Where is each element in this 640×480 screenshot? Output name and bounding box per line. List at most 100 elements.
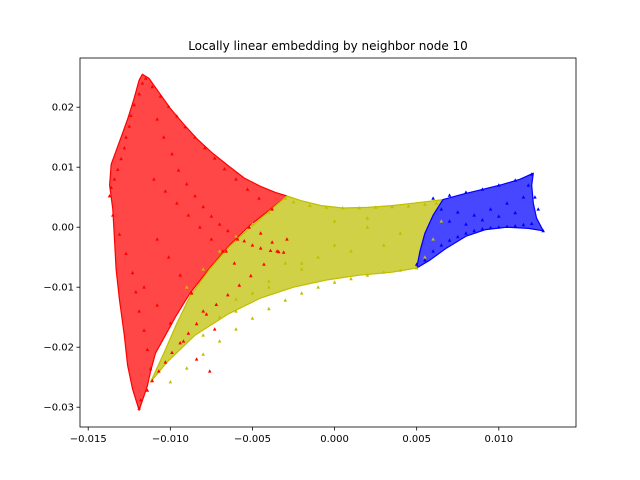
scatter-point-1-42 (217, 315, 222, 319)
scatter-point-0-21 (234, 177, 238, 181)
scatter-point-2-14 (529, 221, 534, 225)
scatter-point-0-80 (270, 240, 274, 244)
scatter-point-2-0 (414, 262, 419, 266)
scatter-point-0-40 (115, 167, 120, 171)
scatter-point-1-20 (423, 202, 427, 206)
scatter-point-1-39 (332, 243, 337, 247)
scatter-point-1-36 (234, 297, 238, 301)
scatter-point-0-45 (117, 232, 122, 236)
scatter-point-2-13 (521, 222, 526, 227)
scatter-point-0-47 (130, 270, 135, 275)
scatter-point-0-35 (129, 113, 133, 117)
scatter-point-0-92 (181, 339, 186, 343)
scatter-point-1-49 (234, 309, 238, 313)
scatter-point-0-85 (198, 225, 202, 229)
scatter-point-1-8 (299, 291, 304, 295)
scatter-point-1-27 (308, 203, 312, 207)
x-tick-label: −0.010 (152, 434, 189, 445)
scatter-point-1-11 (349, 276, 353, 281)
scatter-point-0-32 (140, 81, 145, 85)
scatter-point-0-1 (138, 398, 143, 402)
scatter-point-0-36 (127, 124, 132, 128)
scatter-point-0-78 (247, 225, 251, 229)
scatter-point-1-18 (439, 219, 444, 223)
chart-title: Locally linear embedding by neighbor nod… (188, 39, 468, 53)
scatter-point-0-2 (145, 388, 150, 392)
y-tick-label: 0.00 (52, 223, 74, 234)
x-tick-label: 0.000 (320, 434, 349, 445)
scatter-point-0-42 (109, 185, 114, 189)
axes-frame (79, 57, 577, 428)
x-tick-label: −0.015 (70, 434, 107, 445)
scatter-point-0-55 (170, 152, 174, 156)
scatter-point-2-26 (455, 210, 460, 214)
scatter-point-1-1 (184, 366, 189, 370)
scatter-point-2-22 (464, 190, 468, 194)
scatter-point-0-73 (189, 291, 194, 295)
scatter-point-0-88 (232, 261, 237, 265)
scatter-point-0-76 (224, 249, 228, 253)
scatter-point-0-26 (183, 125, 187, 129)
scatter-point-2-25 (439, 207, 444, 211)
scatter-point-0-6 (170, 350, 174, 354)
scatter-point-2-24 (431, 196, 435, 200)
scatter-point-1-31 (250, 222, 255, 226)
scatter-point-0-39 (119, 156, 123, 161)
scatter-point-1-14 (398, 268, 403, 272)
y-tick-label: −0.01 (43, 283, 74, 294)
scatter-point-1-44 (283, 261, 288, 265)
scatter-point-2-16 (536, 207, 541, 211)
scatter-point-1-0 (168, 380, 173, 384)
scatter-point-2-4 (447, 238, 452, 242)
scatter-point-0-10 (204, 312, 209, 316)
scatter-point-1-48 (201, 333, 205, 337)
scatter-point-0-84 (186, 213, 191, 217)
scatter-point-1-46 (349, 249, 353, 253)
scatter-point-0-57 (184, 182, 189, 186)
scatter-point-2-15 (533, 195, 537, 199)
scatter-point-0-18 (270, 207, 274, 211)
scatter-point-0-53 (155, 117, 159, 121)
scatter-point-2-19 (513, 178, 518, 182)
scatter-point-1-40 (365, 225, 370, 229)
scatter-point-0-50 (142, 328, 146, 332)
scatter-point-0-12 (226, 293, 230, 297)
scatter-point-2-28 (488, 207, 493, 211)
scatter-point-0-64 (242, 239, 247, 243)
scatter-point-1-26 (324, 205, 329, 209)
scatter-point-1-3 (217, 339, 222, 343)
scatter-point-2-34 (497, 214, 501, 218)
y-axis: −0.03 −0.02 −0.01 0.00 0.01 0.02 (43, 103, 80, 414)
scatter-point-1-34 (201, 267, 205, 271)
scatter-point-0-31 (143, 76, 148, 80)
scatter-point-1-53 (365, 216, 370, 220)
scatter-point-1-28 (291, 200, 296, 204)
scatter-point-1-4 (234, 327, 238, 331)
scatter-point-2-1 (423, 258, 427, 262)
scatter-point-0-14 (249, 273, 253, 278)
scatter-point-1-43 (250, 291, 255, 295)
scatter-point-1-35 (184, 285, 189, 289)
scatter-point-0-46 (124, 251, 128, 255)
scatter-point-0-93 (194, 357, 199, 361)
scatter-point-0-59 (201, 204, 205, 209)
scatter-point-1-30 (267, 210, 271, 214)
scatter-point-0-86 (209, 237, 214, 241)
scatter-point-0-44 (111, 213, 115, 217)
scatter-point-1-51 (299, 267, 304, 271)
scatter-point-0-7 (178, 341, 182, 345)
scatter-point-0-82 (163, 189, 168, 193)
scatter-point-0-25 (193, 135, 197, 139)
scatter-point-2-2 (431, 249, 435, 253)
scatter-point-1-21 (406, 204, 411, 208)
scatter-point-1-12 (365, 273, 370, 277)
scatter-point-2-17 (541, 228, 545, 233)
scatter-point-1-32 (234, 234, 238, 238)
scatter-point-0-22 (222, 167, 227, 171)
point-cloud-region-1 (150, 195, 444, 383)
scatter-point-2-3 (439, 243, 444, 247)
scatter-point-2-33 (480, 218, 485, 222)
scatter-point-1-17 (431, 237, 435, 241)
scatter-point-0-43 (107, 194, 112, 198)
scatter-point-2-6 (464, 231, 468, 235)
